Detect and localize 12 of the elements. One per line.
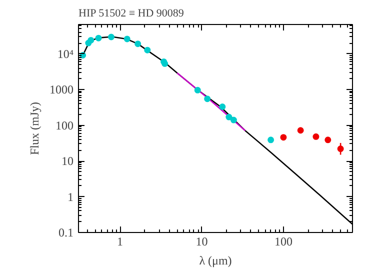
x-axis-title: λ (μm) <box>199 254 232 268</box>
y-tick-label: 0.1 <box>58 226 74 240</box>
y-tick-label: 10⁴ <box>57 46 74 61</box>
x-tick-label: 1 <box>117 234 124 248</box>
y-tick-label: 10 <box>62 154 74 168</box>
x-tick-label: 10 <box>196 234 208 248</box>
y-tick-label: 1 <box>68 190 74 204</box>
y-axis-title: Flux (mJy) <box>28 102 42 155</box>
y-tick-label: 1000 <box>50 82 74 97</box>
chart-title: HIP 51502 ≡ HD 90089 <box>78 8 184 20</box>
x-tick-label: 100 <box>274 234 292 248</box>
y-tick-label: 100 <box>56 118 74 132</box>
